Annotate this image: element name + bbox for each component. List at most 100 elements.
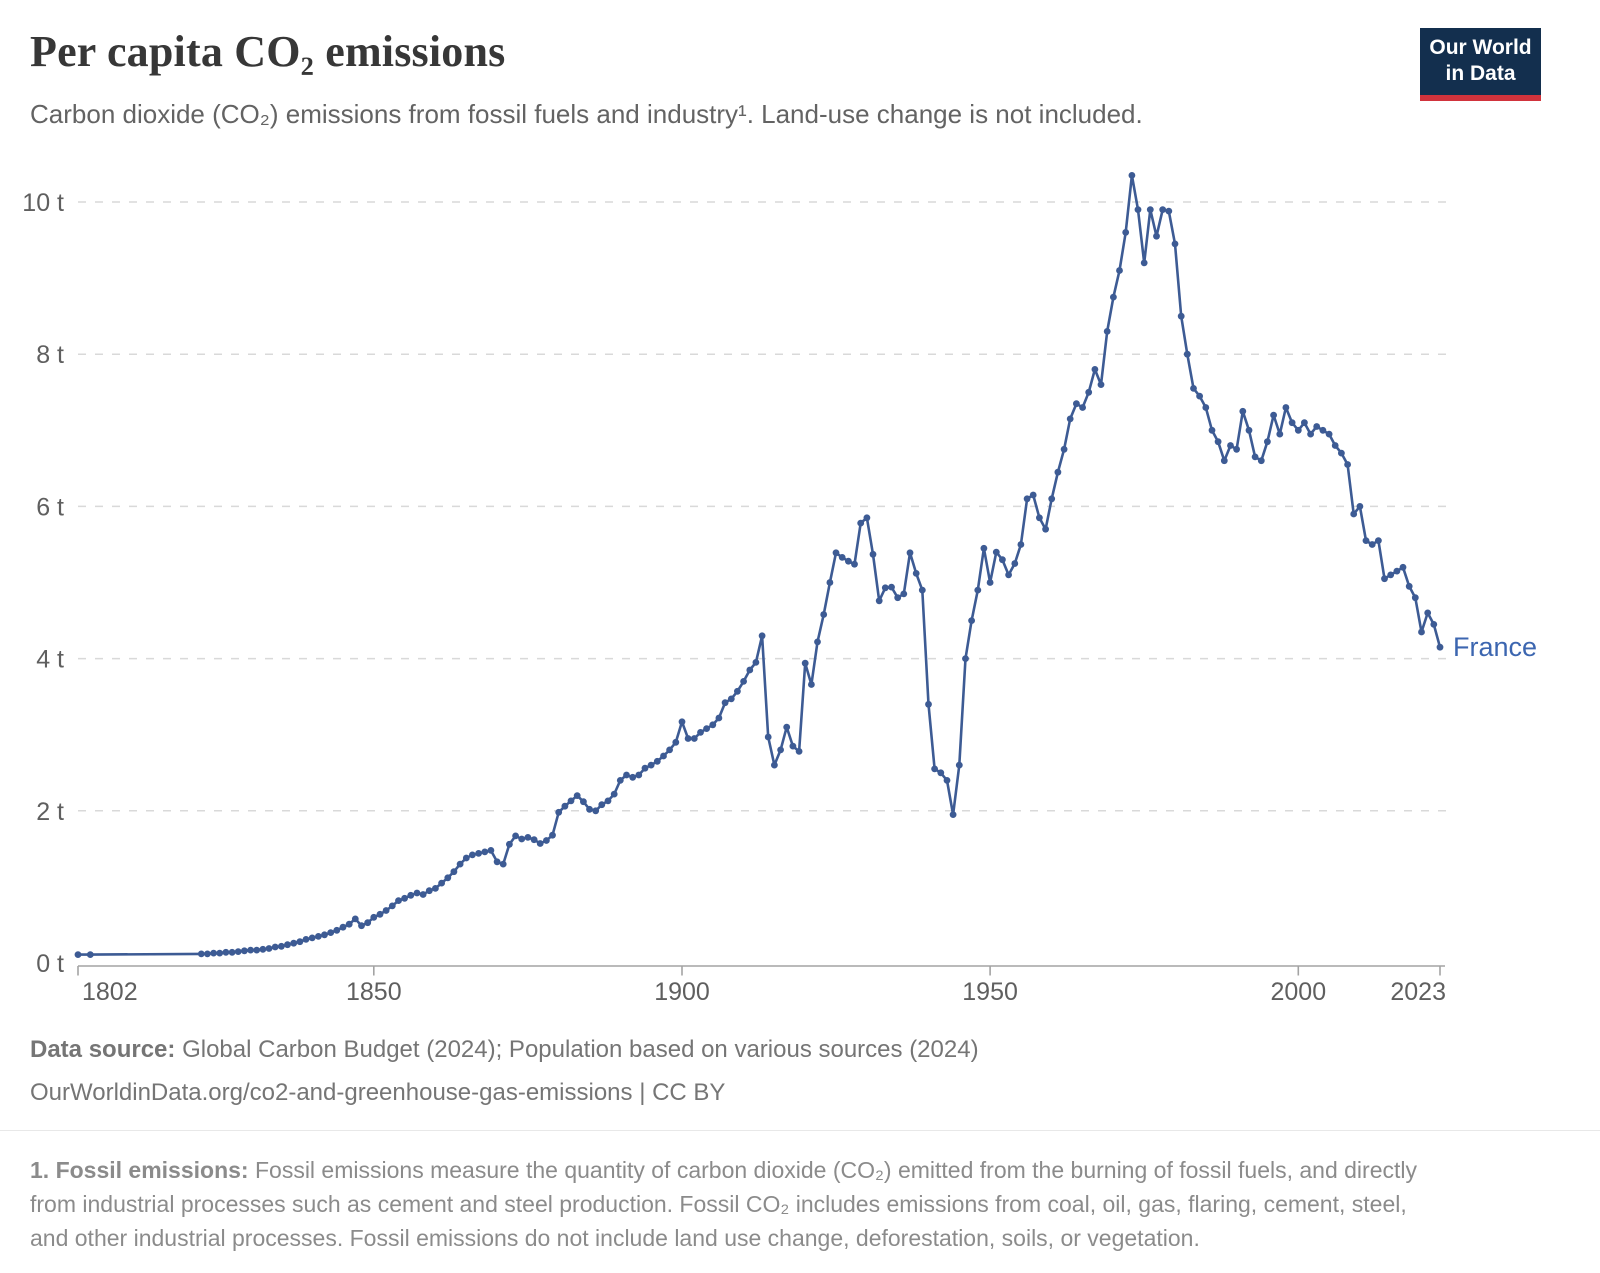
data-point xyxy=(820,611,828,618)
data-point xyxy=(789,742,797,750)
data-point xyxy=(1171,240,1179,248)
data-point xyxy=(598,801,606,809)
x-axis-tick-label: 1950 xyxy=(962,978,1018,1006)
data-point xyxy=(1399,563,1407,571)
data-point xyxy=(1140,259,1148,267)
data-point xyxy=(1313,423,1321,430)
data-point xyxy=(1029,491,1037,499)
data-point xyxy=(992,548,1000,556)
data-point xyxy=(290,939,298,947)
data-point xyxy=(370,913,378,921)
data-point xyxy=(586,805,593,813)
data-point xyxy=(1066,415,1074,423)
data-point xyxy=(493,858,501,866)
data-point xyxy=(395,897,402,904)
data-point xyxy=(1375,537,1382,544)
data-point xyxy=(925,700,932,708)
owid-logo-line1: Our World xyxy=(1429,36,1532,59)
data-point xyxy=(1338,449,1345,457)
data-point xyxy=(573,792,581,799)
data-point xyxy=(672,738,680,746)
data-point xyxy=(536,840,544,847)
data-point xyxy=(1288,419,1296,427)
data-point xyxy=(1393,567,1401,575)
data-point xyxy=(278,942,285,950)
data-point xyxy=(259,945,267,953)
data-point xyxy=(506,840,513,848)
data-point xyxy=(931,765,938,773)
data-point xyxy=(894,594,902,602)
footnote-text: Fossil emissions measure the quantity of… xyxy=(30,1157,1417,1251)
data-point xyxy=(869,550,877,558)
data-point xyxy=(555,808,563,816)
data-point xyxy=(308,934,316,942)
data-point xyxy=(660,752,667,760)
data-point xyxy=(1054,468,1062,476)
data-point xyxy=(419,891,427,898)
data-point xyxy=(197,950,205,958)
data-point xyxy=(1257,457,1265,465)
data-point xyxy=(382,907,390,914)
data-point xyxy=(432,885,439,892)
data-point xyxy=(499,860,507,868)
data-point xyxy=(1183,350,1191,358)
owid-logo-line2: in Data xyxy=(1445,62,1516,85)
footnote-label: 1. Fossil emissions: xyxy=(30,1157,249,1183)
data-point xyxy=(857,519,865,527)
data-point xyxy=(1325,430,1333,438)
data-point xyxy=(678,718,686,726)
page-title: Per capita CO₂ emissions xyxy=(30,27,506,76)
data-point xyxy=(210,949,218,957)
data-point xyxy=(918,586,926,594)
data-point xyxy=(955,761,963,769)
data-point xyxy=(1122,229,1130,236)
x-axis-tick-label: 2000 xyxy=(1270,978,1326,1006)
x-axis-tick-label: 2023 xyxy=(1390,978,1446,1006)
y-axis-tick-label: 8 t xyxy=(36,341,64,369)
data-source-line: Data source: Global Carbon Budget (2024)… xyxy=(30,1036,979,1064)
data-point xyxy=(727,695,735,703)
data-point xyxy=(1190,385,1197,392)
data-point xyxy=(647,761,655,769)
data-point xyxy=(888,583,895,591)
data-point xyxy=(425,887,433,895)
data-point xyxy=(1331,442,1339,449)
data-point xyxy=(265,945,273,952)
data-point xyxy=(321,931,328,939)
x-axis-tick-label: 1850 xyxy=(346,978,402,1006)
data-point xyxy=(684,735,692,742)
chart-subtitle: Carbon dioxide (CO₂) emissions from foss… xyxy=(30,99,1143,129)
data-point xyxy=(333,926,341,934)
france-series-line xyxy=(76,174,1442,956)
data-point xyxy=(462,854,470,862)
data-point xyxy=(364,919,372,927)
data-point xyxy=(469,851,476,859)
data-point xyxy=(1227,442,1234,449)
data-point xyxy=(487,847,495,854)
data-point xyxy=(845,557,852,565)
data-point xyxy=(1128,172,1136,179)
data-point xyxy=(764,733,772,741)
data-point xyxy=(863,514,871,522)
data-point xyxy=(881,584,889,592)
data-point xyxy=(1344,461,1351,468)
data-point xyxy=(530,836,538,844)
data-point xyxy=(709,721,717,729)
data-point xyxy=(204,950,211,958)
data-point xyxy=(518,835,526,843)
data-point xyxy=(222,948,230,956)
data-point xyxy=(1430,621,1438,628)
data-point xyxy=(653,757,661,765)
data-point xyxy=(666,746,673,754)
data-point xyxy=(271,943,279,951)
owid-logo: Our World in Data xyxy=(1420,28,1541,101)
data-point xyxy=(968,617,975,624)
data-point xyxy=(1436,643,1444,651)
data-point xyxy=(1196,392,1203,400)
data-point xyxy=(1356,503,1364,510)
data-point xyxy=(315,933,322,940)
data-point xyxy=(247,946,255,954)
data-point xyxy=(1079,404,1086,411)
data-point xyxy=(937,769,945,777)
